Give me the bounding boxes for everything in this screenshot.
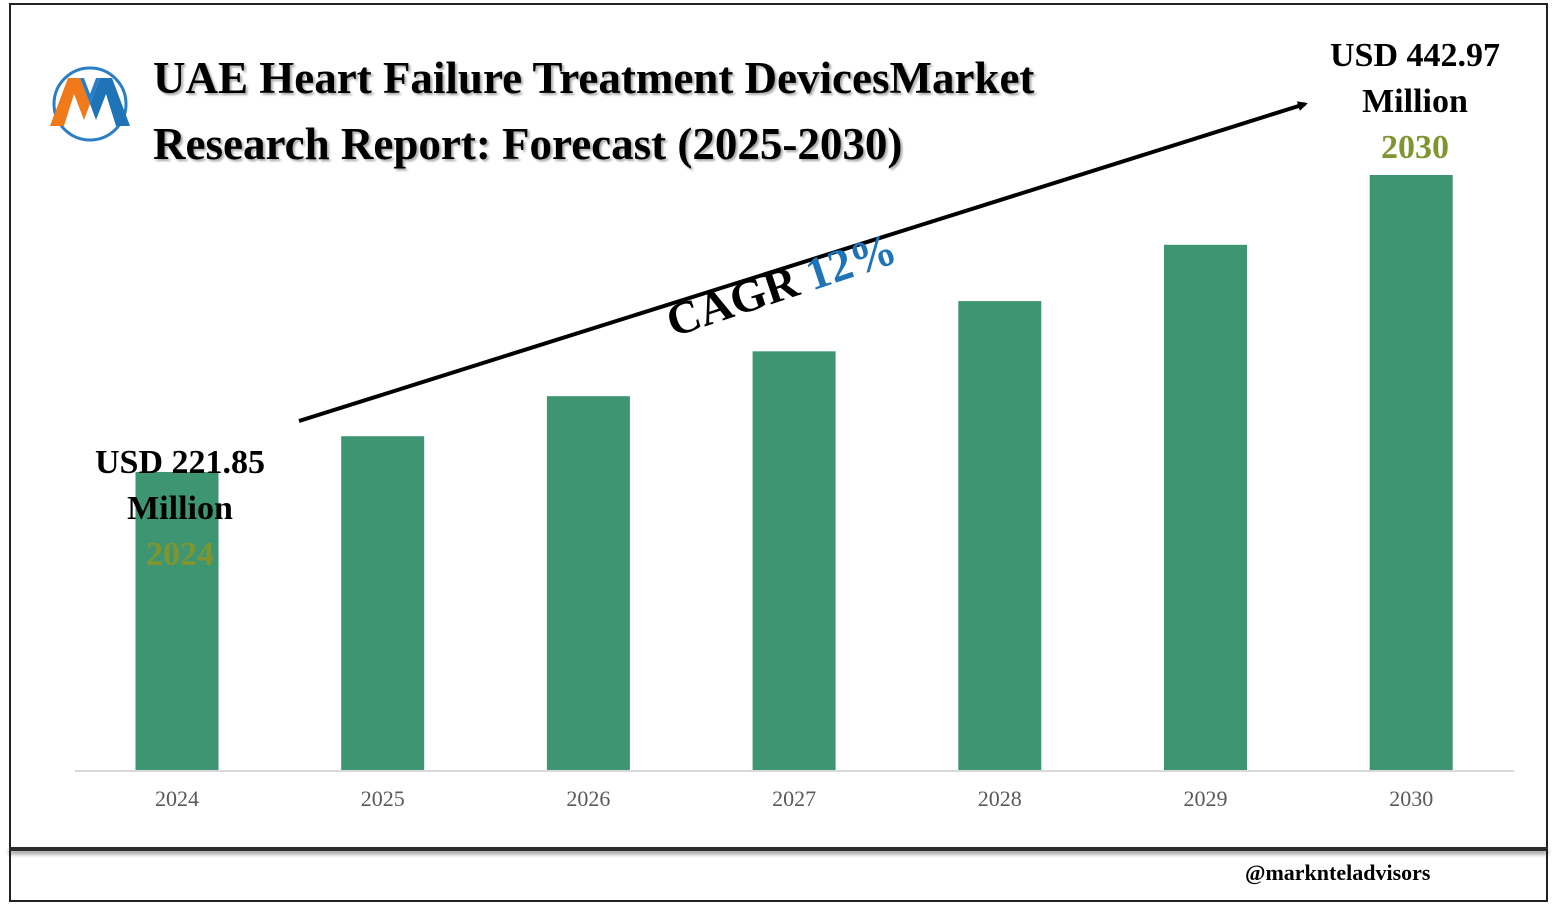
x-tick-label-2024: 2024 — [155, 786, 199, 811]
end-amount-unit: Million — [1362, 83, 1468, 120]
marknteladvisors-logo — [50, 66, 130, 142]
end-value-callout: USD 442.97 Million 2030 — [1315, 33, 1515, 171]
x-tick-label-2028: 2028 — [978, 786, 1022, 811]
bar-2026 — [546, 396, 630, 770]
report-frame — [9, 3, 1548, 902]
bar-2028 — [958, 301, 1042, 770]
x-tick-label-2027: 2027 — [772, 786, 816, 811]
x-tick-label-2030: 2030 — [1389, 786, 1433, 811]
start-year: 2024 — [146, 536, 214, 573]
start-amount-unit: Million — [127, 490, 233, 527]
bar-2024 — [135, 472, 219, 770]
chart-title-line1: UAE Heart Failure Treatment DevicesMarke… — [153, 53, 1035, 103]
bar-2030 — [1369, 175, 1453, 770]
bar-2025 — [341, 436, 425, 770]
x-tick-label-2029: 2029 — [1184, 786, 1228, 811]
cagr-trend-arrow — [298, 101, 1308, 423]
x-tick-label-2025: 2025 — [361, 786, 405, 811]
bar-2029 — [1164, 244, 1247, 771]
bar-2027 — [752, 351, 836, 770]
x-tick-label-2026: 2026 — [566, 786, 610, 811]
chart-title-line2: Research Report: Forecast (2025-2030) — [153, 119, 903, 169]
start-value-callout: USD 221.85 Million 2024 — [80, 440, 280, 578]
end-amount: USD 442.97 — [1329, 37, 1501, 74]
start-amount: USD 221.85 — [94, 444, 266, 481]
social-handle: @marknteladvisors — [1245, 860, 1431, 885]
footer-divider — [9, 847, 1548, 851]
end-year: 2030 — [1381, 129, 1449, 166]
